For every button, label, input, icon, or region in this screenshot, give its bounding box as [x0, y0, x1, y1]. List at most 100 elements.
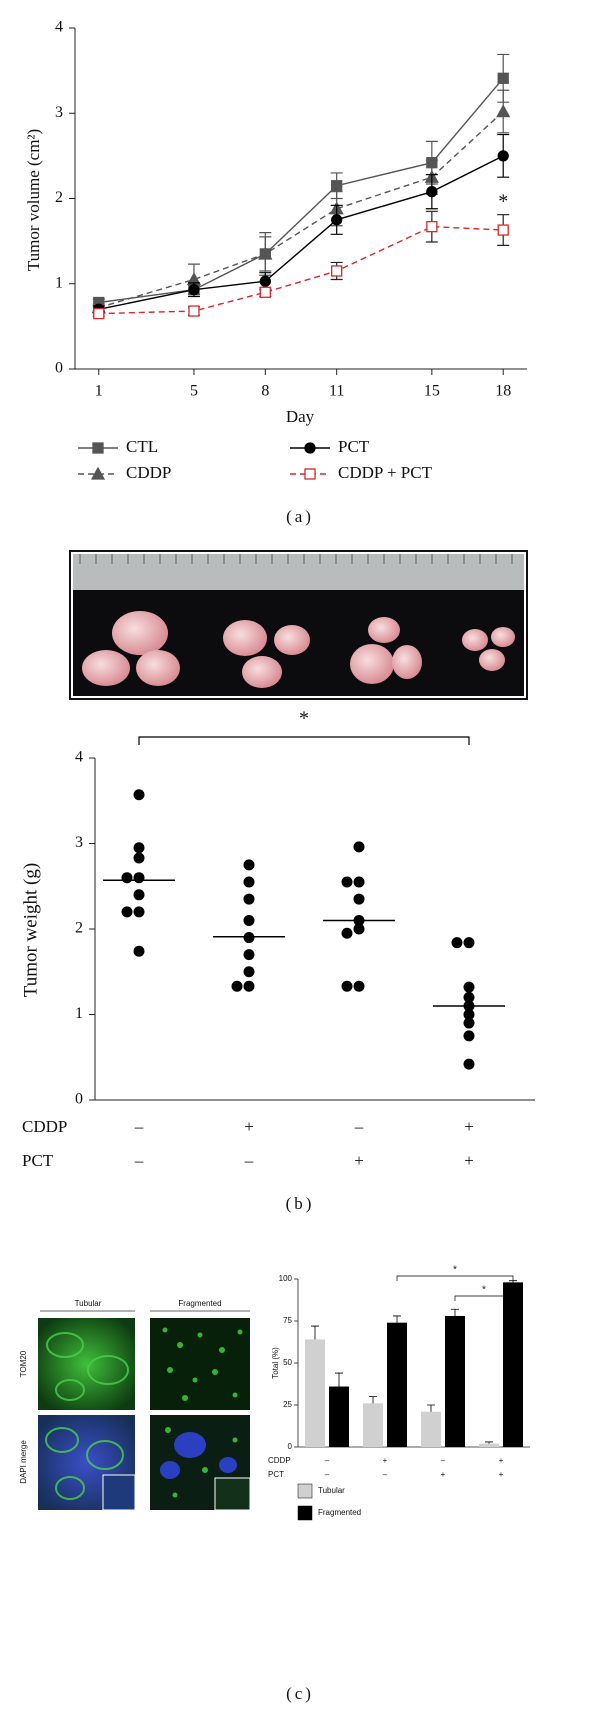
dot: [243, 859, 255, 871]
panel-label: (c): [286, 1684, 314, 1703]
dot: [133, 889, 145, 901]
bar: [329, 1386, 349, 1447]
error-bar: [393, 1315, 401, 1323]
marker: [497, 150, 509, 162]
panel-label: (a): [286, 507, 314, 526]
dot: [341, 876, 353, 888]
significance-bracket: [454, 1295, 514, 1301]
x-tick-label: 5: [190, 383, 198, 400]
y-tick-label: 2: [75, 920, 83, 937]
y-tick-label: 1: [55, 274, 63, 291]
marker: [426, 186, 438, 198]
error-bar: [335, 1372, 343, 1387]
dot: [243, 914, 255, 926]
bar: [445, 1315, 465, 1447]
legend-label: CDDP + PCT: [338, 463, 433, 482]
y-tick-label: 4: [75, 749, 83, 766]
dot: [133, 842, 145, 854]
marker: [497, 72, 509, 84]
row-value: +: [464, 1151, 474, 1170]
dot: [463, 981, 475, 993]
dot: [463, 1058, 475, 1070]
x-tick-label: 18: [495, 383, 511, 400]
y-axis-title: Tumor volume (cm²): [24, 129, 43, 271]
legend-swatch: [297, 1483, 313, 1499]
legend-label: Fragmented: [318, 1508, 361, 1517]
error-bar: [485, 1441, 493, 1444]
y-tick-label: 3: [55, 104, 63, 121]
marker: [331, 180, 343, 192]
significance-label: *: [299, 708, 309, 730]
dot: [133, 789, 145, 801]
y-tick-label: 0: [288, 1442, 293, 1451]
row-label: CDDP: [22, 1117, 67, 1136]
dot: [243, 876, 255, 888]
dot: [243, 949, 255, 961]
row-label: PCT: [22, 1151, 54, 1170]
dot: [463, 1009, 475, 1020]
bar: [421, 1411, 441, 1447]
dot: [133, 852, 145, 864]
error-bar: [451, 1308, 459, 1316]
x-tick-label: 11: [329, 383, 344, 400]
row-value: –: [354, 1117, 364, 1136]
series-line: [98, 111, 504, 309]
row-value: +: [499, 1470, 504, 1479]
marker: [259, 275, 271, 287]
significance-bracket: [138, 736, 470, 745]
row-value: –: [134, 1151, 144, 1170]
row-value: –: [325, 1456, 330, 1465]
y-tick-label: 50: [283, 1358, 292, 1367]
x-axis-title: Day: [286, 407, 315, 426]
image-row-label: DAPI merge: [19, 1440, 28, 1484]
marker: [331, 214, 343, 226]
bar: [503, 1282, 523, 1447]
row-value: –: [134, 1117, 144, 1136]
dot: [341, 927, 353, 939]
dot: [243, 966, 255, 978]
error-bar: [311, 1325, 319, 1340]
marker: [426, 220, 438, 233]
dot: [243, 893, 255, 905]
panel-label: (b): [286, 1194, 315, 1213]
y-tick-label: 25: [283, 1400, 292, 1409]
marker: [259, 286, 271, 298]
image-row-label: TOM20: [19, 1350, 28, 1377]
series-line: [98, 225, 504, 315]
y-tick-label: 100: [279, 1274, 293, 1283]
row-value: +: [354, 1151, 364, 1170]
marker: [496, 104, 511, 118]
legend-label: CTL: [126, 437, 158, 456]
series-line: [98, 77, 504, 304]
dot: [243, 932, 255, 944]
row-value: +: [244, 1117, 254, 1136]
marker: [92, 442, 104, 454]
row-value: –: [383, 1470, 388, 1479]
y-tick-label: 1: [75, 1005, 83, 1022]
y-tick-label: 0: [75, 1091, 83, 1108]
dot: [463, 1017, 475, 1029]
x-tick-label: 1: [95, 383, 103, 400]
bar: [305, 1339, 325, 1447]
legend-label: Tubular: [318, 1486, 345, 1495]
dot: [121, 906, 133, 918]
bar: [479, 1443, 499, 1447]
bar: [363, 1403, 383, 1447]
y-tick-label: 0: [55, 360, 63, 377]
dot: [353, 841, 365, 853]
dot: [353, 923, 365, 935]
marker: [258, 246, 273, 260]
tumor-photo: [69, 550, 528, 700]
legend-swatch: [297, 1505, 313, 1521]
micrographs: [38, 1310, 251, 1511]
row-value: +: [383, 1456, 388, 1465]
dot: [451, 937, 463, 949]
dot: [353, 893, 365, 905]
legend-label: PCT: [338, 437, 370, 456]
annotation: *: [498, 190, 508, 212]
y-tick-label: 2: [55, 189, 63, 206]
image-column-label: Fragmented: [178, 1299, 221, 1308]
bar: [387, 1322, 407, 1447]
significance-label: *: [453, 1265, 457, 1276]
